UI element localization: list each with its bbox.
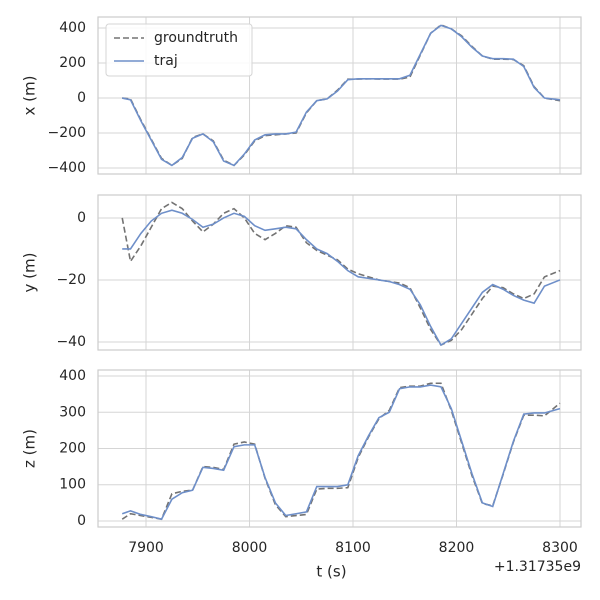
y-axis-label: y (m)	[21, 253, 39, 293]
y-tick-label: 300	[59, 404, 86, 420]
series-line	[121, 201, 561, 347]
plot-frame	[97, 194, 582, 351]
y-tick-label: −20	[56, 272, 86, 288]
plot-frame	[97, 16, 582, 175]
y-tick-label: −400	[48, 160, 86, 176]
legend-label: groundtruth	[154, 30, 238, 46]
y-tick-label: 0	[77, 210, 86, 226]
y-tick-label: 400	[59, 368, 86, 384]
x-tick-label: 8100	[335, 540, 371, 556]
series-line	[121, 384, 561, 521]
y-tick-label: 400	[59, 20, 86, 36]
y-tick-label: 200	[59, 55, 86, 71]
x-tick-label: 8000	[232, 540, 268, 556]
x-axis-label: t (s)	[316, 563, 346, 581]
series-line	[122, 24, 561, 167]
y-axis-label: x (m)	[21, 76, 39, 116]
x-tick-label: 8200	[439, 540, 475, 556]
y-tick-label: −40	[56, 334, 86, 350]
plot-frame	[97, 369, 582, 528]
y-tick-label: 0	[77, 513, 86, 529]
y-tick-label: 100	[59, 477, 86, 493]
legend-box	[105, 23, 253, 77]
y-tick-label: −200	[48, 125, 86, 141]
series-line	[121, 382, 561, 521]
series-line	[122, 209, 561, 347]
x-tick-label: 8300	[542, 540, 578, 556]
y-axis-label: z (m)	[21, 429, 39, 468]
legend-label: traj	[154, 53, 178, 69]
y-tick-label: 200	[59, 441, 86, 457]
x-tick-label: 7900	[128, 540, 164, 556]
x-offset-label: +1.31735e9	[494, 559, 581, 575]
y-tick-label: 0	[77, 90, 86, 106]
